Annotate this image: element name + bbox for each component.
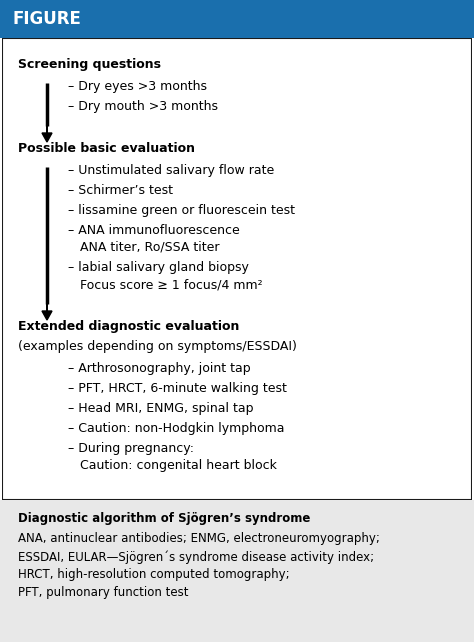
Text: – Head MRI, ENMG, spinal tap: – Head MRI, ENMG, spinal tap — [68, 402, 254, 415]
Text: – Dry eyes >3 months: – Dry eyes >3 months — [68, 80, 207, 93]
Text: Focus score ≥ 1 focus/4 mm²: Focus score ≥ 1 focus/4 mm² — [80, 278, 263, 291]
Text: Diagnostic algorithm of Sjögren’s syndrome: Diagnostic algorithm of Sjögren’s syndro… — [18, 512, 310, 525]
Text: ANA titer, Ro/SSA titer: ANA titer, Ro/SSA titer — [80, 241, 219, 254]
Text: – PFT, HRCT, 6-minute walking test: – PFT, HRCT, 6-minute walking test — [68, 382, 287, 395]
FancyArrow shape — [42, 126, 52, 142]
Text: – Arthrosonography, joint tap: – Arthrosonography, joint tap — [68, 362, 251, 375]
Text: – lissamine green or fluorescein test: – lissamine green or fluorescein test — [68, 204, 295, 217]
Text: Caution: congenital heart block: Caution: congenital heart block — [80, 459, 277, 472]
Text: – ANA immunofluorescence: – ANA immunofluorescence — [68, 224, 240, 237]
Text: – During pregnancy:: – During pregnancy: — [68, 442, 194, 455]
Text: Possible basic evaluation: Possible basic evaluation — [18, 142, 195, 155]
Text: – labial salivary gland biopsy: – labial salivary gland biopsy — [68, 261, 249, 274]
Text: – Schirmer’s test: – Schirmer’s test — [68, 184, 173, 197]
Text: HRCT, high-resolution computed tomography;: HRCT, high-resolution computed tomograph… — [18, 568, 290, 581]
Text: ESSDAI, EULAR—Sjögren´s syndrome disease activity index;: ESSDAI, EULAR—Sjögren´s syndrome disease… — [18, 550, 374, 564]
Text: (examples depending on symptoms/ESSDAI): (examples depending on symptoms/ESSDAI) — [18, 340, 297, 353]
FancyArrow shape — [42, 304, 52, 320]
Text: Screening questions: Screening questions — [18, 58, 161, 71]
Text: – Caution: non-Hodgkin lymphoma: – Caution: non-Hodgkin lymphoma — [68, 422, 284, 435]
Text: ANA, antinuclear antibodies; ENMG, electroneuromyography;: ANA, antinuclear antibodies; ENMG, elect… — [18, 532, 380, 545]
Text: Extended diagnostic evaluation: Extended diagnostic evaluation — [18, 320, 239, 333]
Text: – Unstimulated salivary flow rate: – Unstimulated salivary flow rate — [68, 164, 274, 177]
Text: PFT, pulmonary function test: PFT, pulmonary function test — [18, 586, 189, 599]
Text: – Dry mouth >3 months: – Dry mouth >3 months — [68, 100, 218, 113]
Text: FIGURE: FIGURE — [12, 10, 81, 28]
